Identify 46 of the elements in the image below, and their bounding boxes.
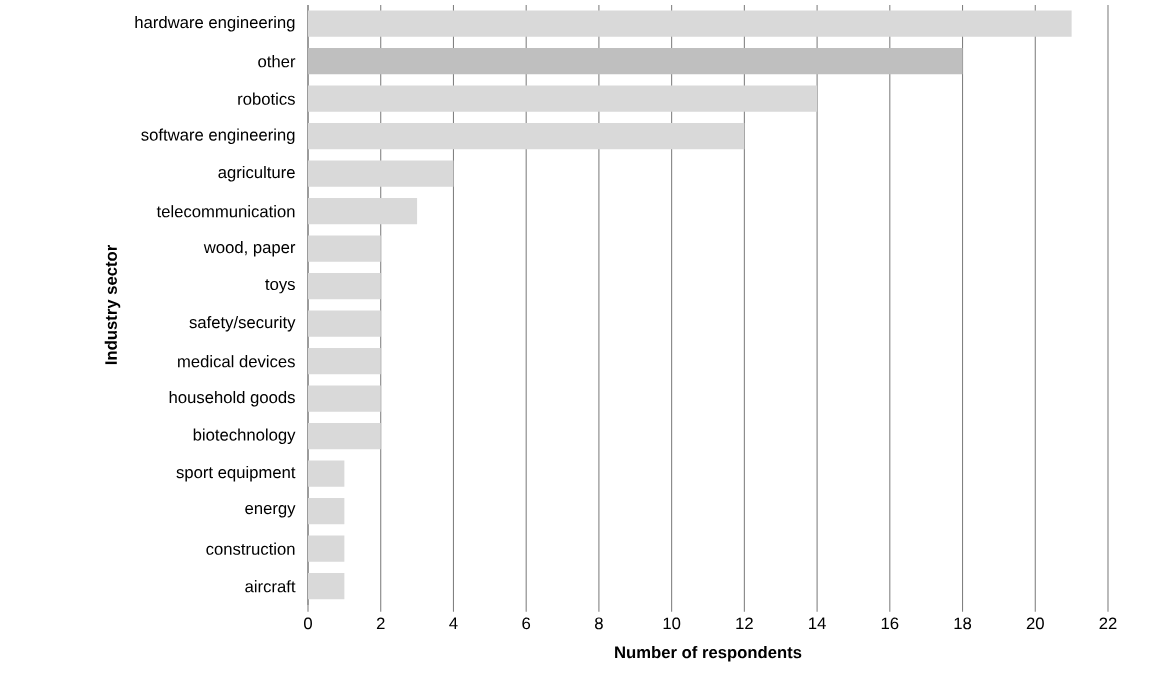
y-tick-label: hardware engineering (135, 15, 295, 32)
bar (308, 535, 345, 562)
x-tick-label: 20 (1026, 617, 1044, 630)
y-tick-label: medical devices (178, 355, 295, 368)
x-tick-label: 22 (1099, 617, 1117, 630)
bar (308, 385, 381, 412)
x-axis-title: Number of respondents (615, 645, 802, 662)
bar (308, 85, 818, 112)
y-tick-label: wood, paper (203, 240, 296, 257)
y-tick-label: safety/security (189, 315, 296, 332)
bar (308, 10, 1072, 37)
bar (308, 498, 345, 525)
y-tick-label: robotics (238, 92, 295, 105)
y-tick-label: construction (206, 542, 295, 555)
y-tick-label: energy (245, 505, 296, 518)
x-tick-label: 14 (809, 617, 826, 629)
y-axis-title: Industry sector (104, 245, 121, 365)
y-tick-label: sport equipment (176, 465, 296, 482)
bar (308, 48, 963, 75)
y-tick-label: agriculture (218, 165, 295, 182)
y-tick-label: toys (265, 279, 295, 294)
x-tick-label: 8 (595, 617, 603, 630)
bar (308, 423, 381, 450)
y-tick-label: other (258, 55, 296, 68)
bar (308, 198, 418, 225)
y-tick-label: biotechnology (193, 428, 296, 444)
x-tick-label: 4 (449, 617, 458, 629)
bar (308, 235, 381, 262)
bar (308, 573, 345, 600)
bar (308, 160, 454, 187)
bar (308, 348, 381, 375)
x-tick-label: 2 (376, 617, 385, 630)
bar (308, 273, 381, 300)
y-tick-label: household goods (169, 390, 295, 407)
x-tick-label: 18 (954, 617, 972, 630)
x-tick-label: 10 (663, 617, 681, 630)
bar (308, 460, 345, 487)
x-tick-label: 6 (522, 617, 531, 630)
x-tick-label: 16 (881, 617, 899, 630)
y-tick-label: aircraft (245, 580, 296, 593)
bar (308, 123, 745, 150)
y-tick-label: software engineering (141, 128, 295, 144)
x-tick-label: 12 (736, 617, 753, 630)
x-tick-label: 0 (304, 617, 312, 630)
y-tick-label: telecommunication (156, 205, 295, 218)
bar (308, 310, 381, 337)
